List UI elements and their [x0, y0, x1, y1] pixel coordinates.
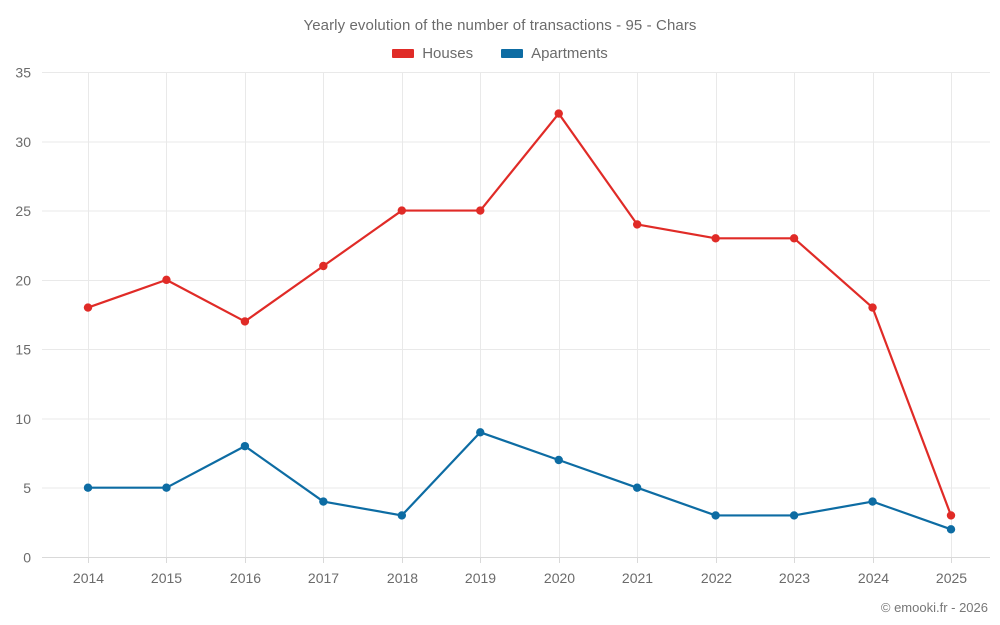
- gridlines-group: [42, 72, 990, 557]
- data-point[interactable]: [240, 317, 250, 326]
- data-point[interactable]: [946, 511, 956, 520]
- data-point[interactable]: [397, 206, 407, 215]
- y-tick-label: 10: [15, 411, 31, 427]
- x-tick-label: 2022: [701, 570, 732, 586]
- x-tick-label: 2023: [779, 570, 810, 586]
- data-point[interactable]: [632, 483, 642, 492]
- x-tick-label: 2021: [622, 570, 653, 586]
- data-point[interactable]: [319, 261, 328, 271]
- x-tick-label: 2024: [858, 570, 889, 586]
- legend-item-houses[interactable]: Houses: [392, 45, 473, 62]
- data-point[interactable]: [476, 428, 485, 437]
- data-point[interactable]: [554, 109, 563, 118]
- y-tick-label: 0: [23, 550, 31, 566]
- series-line-houses: [86, 112, 953, 517]
- x-tick-label: 2014: [73, 570, 104, 586]
- data-point[interactable]: [868, 497, 877, 506]
- chart-legend: Houses Apartments: [0, 45, 1000, 62]
- data-point[interactable]: [319, 497, 328, 506]
- x-tick-label: 2019: [465, 570, 496, 586]
- x-tick-label: 2018: [387, 570, 418, 586]
- data-point[interactable]: [789, 511, 799, 520]
- y-tick-label: 25: [15, 203, 31, 219]
- y-tick-label: 15: [15, 342, 31, 358]
- data-point[interactable]: [711, 234, 720, 243]
- data-point[interactable]: [83, 303, 93, 312]
- y-tick-label: 20: [15, 272, 31, 288]
- series-line-apartments: [86, 431, 953, 531]
- data-point[interactable]: [83, 483, 93, 492]
- y-axis-tick-labels: 0 5 10 15 20 25 30 35: [15, 65, 31, 566]
- x-tick-label: 2020: [544, 570, 575, 586]
- y-tick-label: 35: [15, 65, 31, 81]
- data-point[interactable]: [240, 441, 250, 451]
- x-axis-tick-labels: 2014 2015 2016 2017 2018 2019 2020 2021 2022 2023…: [73, 570, 967, 586]
- data-point[interactable]: [868, 303, 877, 312]
- footer-credit: © emooki.fr - 2026: [880, 600, 988, 615]
- data-point[interactable]: [162, 275, 171, 285]
- x-tick-label: 2016: [230, 570, 261, 586]
- axis-lines-group: [42, 557, 990, 563]
- data-point[interactable]: [789, 234, 799, 243]
- data-point[interactable]: [397, 511, 407, 520]
- legend-swatch-apartments: [501, 49, 524, 58]
- chart-title: Yearly evolution of the number of transa…: [303, 17, 697, 34]
- x-tick-label: 2017: [308, 570, 339, 586]
- legend-label-apartments: Apartments: [531, 45, 608, 62]
- legend-label-houses: Houses: [422, 45, 474, 62]
- y-tick-label: 5: [23, 480, 31, 496]
- data-point[interactable]: [632, 220, 642, 229]
- data-point[interactable]: [162, 483, 171, 492]
- data-point[interactable]: [946, 525, 956, 534]
- data-point[interactable]: [711, 511, 720, 520]
- legend-swatch-houses: [392, 49, 415, 58]
- legend-item-apartments[interactable]: Apartments: [501, 45, 608, 62]
- data-series-group: [83, 109, 956, 534]
- y-tick-label: 30: [15, 134, 31, 150]
- data-point[interactable]: [476, 206, 485, 215]
- data-point[interactable]: [554, 455, 563, 465]
- x-tick-label: 2025: [936, 570, 967, 586]
- x-tick-label: 2015: [151, 570, 182, 586]
